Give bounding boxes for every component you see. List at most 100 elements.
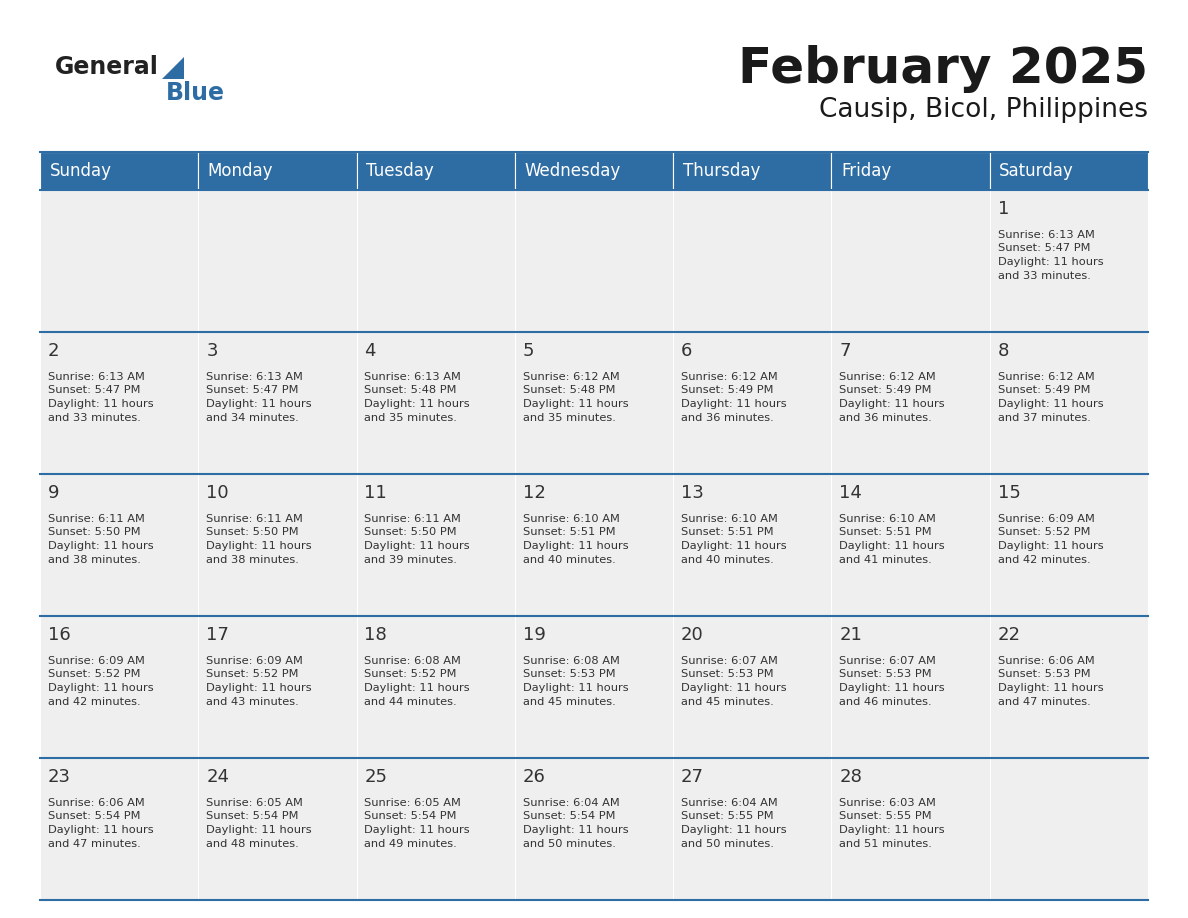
Text: 3: 3: [207, 341, 217, 360]
Bar: [674, 332, 832, 474]
Text: Sunrise: 6:12 AM
Sunset: 5:48 PM
Daylight: 11 hours
and 35 minutes.: Sunrise: 6:12 AM Sunset: 5:48 PM Dayligh…: [523, 372, 628, 422]
Text: February 2025: February 2025: [738, 45, 1148, 93]
Bar: [674, 152, 832, 190]
Text: Sunrise: 6:12 AM
Sunset: 5:49 PM
Daylight: 11 hours
and 36 minutes.: Sunrise: 6:12 AM Sunset: 5:49 PM Dayligh…: [681, 372, 786, 422]
Text: 5: 5: [523, 341, 535, 360]
Text: 6: 6: [681, 341, 693, 360]
Bar: [674, 616, 832, 758]
Text: 13: 13: [681, 484, 704, 502]
Text: 11: 11: [365, 484, 387, 502]
Text: Wednesday: Wednesday: [524, 162, 620, 180]
Bar: [514, 332, 674, 474]
Bar: [674, 758, 832, 900]
Polygon shape: [162, 57, 184, 79]
Bar: [514, 758, 674, 900]
Text: Sunrise: 6:03 AM
Sunset: 5:55 PM
Daylight: 11 hours
and 51 minutes.: Sunrise: 6:03 AM Sunset: 5:55 PM Dayligh…: [840, 798, 944, 848]
Text: Sunrise: 6:09 AM
Sunset: 5:52 PM
Daylight: 11 hours
and 43 minutes.: Sunrise: 6:09 AM Sunset: 5:52 PM Dayligh…: [207, 655, 311, 707]
Bar: [356, 332, 514, 474]
Bar: [990, 332, 1148, 474]
Bar: [990, 152, 1148, 190]
Bar: [40, 616, 198, 758]
Text: 22: 22: [998, 626, 1020, 644]
Bar: [198, 474, 356, 616]
Text: 20: 20: [681, 626, 703, 644]
Bar: [990, 758, 1148, 900]
Text: Sunrise: 6:08 AM
Sunset: 5:52 PM
Daylight: 11 hours
and 44 minutes.: Sunrise: 6:08 AM Sunset: 5:52 PM Dayligh…: [365, 655, 470, 707]
Text: Sunrise: 6:11 AM
Sunset: 5:50 PM
Daylight: 11 hours
and 39 minutes.: Sunrise: 6:11 AM Sunset: 5:50 PM Dayligh…: [365, 514, 470, 565]
Bar: [674, 474, 832, 616]
Bar: [40, 152, 198, 190]
Text: 12: 12: [523, 484, 545, 502]
Bar: [198, 758, 356, 900]
Bar: [356, 190, 514, 332]
Text: Monday: Monday: [208, 162, 273, 180]
Text: Sunrise: 6:12 AM
Sunset: 5:49 PM
Daylight: 11 hours
and 36 minutes.: Sunrise: 6:12 AM Sunset: 5:49 PM Dayligh…: [840, 372, 944, 422]
Bar: [198, 616, 356, 758]
Bar: [990, 616, 1148, 758]
Text: 28: 28: [840, 768, 862, 786]
Text: Sunrise: 6:11 AM
Sunset: 5:50 PM
Daylight: 11 hours
and 38 minutes.: Sunrise: 6:11 AM Sunset: 5:50 PM Dayligh…: [48, 514, 153, 565]
Text: Sunrise: 6:04 AM
Sunset: 5:55 PM
Daylight: 11 hours
and 50 minutes.: Sunrise: 6:04 AM Sunset: 5:55 PM Dayligh…: [681, 798, 786, 848]
Text: Sunrise: 6:09 AM
Sunset: 5:52 PM
Daylight: 11 hours
and 42 minutes.: Sunrise: 6:09 AM Sunset: 5:52 PM Dayligh…: [48, 655, 153, 707]
Text: Sunrise: 6:09 AM
Sunset: 5:52 PM
Daylight: 11 hours
and 42 minutes.: Sunrise: 6:09 AM Sunset: 5:52 PM Dayligh…: [998, 514, 1104, 565]
Bar: [514, 616, 674, 758]
Text: Blue: Blue: [166, 81, 225, 105]
Text: 26: 26: [523, 768, 545, 786]
Text: 1: 1: [998, 200, 1009, 218]
Bar: [832, 474, 990, 616]
Text: Causip, Bicol, Philippines: Causip, Bicol, Philippines: [819, 97, 1148, 123]
Text: 10: 10: [207, 484, 229, 502]
Text: Sunrise: 6:07 AM
Sunset: 5:53 PM
Daylight: 11 hours
and 46 minutes.: Sunrise: 6:07 AM Sunset: 5:53 PM Dayligh…: [840, 655, 944, 707]
Text: Sunrise: 6:12 AM
Sunset: 5:49 PM
Daylight: 11 hours
and 37 minutes.: Sunrise: 6:12 AM Sunset: 5:49 PM Dayligh…: [998, 372, 1104, 422]
Bar: [198, 152, 356, 190]
Bar: [356, 616, 514, 758]
Bar: [832, 758, 990, 900]
Bar: [514, 190, 674, 332]
Text: Sunrise: 6:11 AM
Sunset: 5:50 PM
Daylight: 11 hours
and 38 minutes.: Sunrise: 6:11 AM Sunset: 5:50 PM Dayligh…: [207, 514, 311, 565]
Text: Sunrise: 6:13 AM
Sunset: 5:47 PM
Daylight: 11 hours
and 33 minutes.: Sunrise: 6:13 AM Sunset: 5:47 PM Dayligh…: [998, 230, 1104, 281]
Bar: [198, 190, 356, 332]
Text: Saturday: Saturday: [999, 162, 1074, 180]
Text: 18: 18: [365, 626, 387, 644]
Text: 9: 9: [48, 484, 59, 502]
Text: Sunrise: 6:10 AM
Sunset: 5:51 PM
Daylight: 11 hours
and 41 minutes.: Sunrise: 6:10 AM Sunset: 5:51 PM Dayligh…: [840, 514, 944, 565]
Text: Sunrise: 6:13 AM
Sunset: 5:47 PM
Daylight: 11 hours
and 34 minutes.: Sunrise: 6:13 AM Sunset: 5:47 PM Dayligh…: [207, 372, 311, 422]
Text: Sunrise: 6:05 AM
Sunset: 5:54 PM
Daylight: 11 hours
and 48 minutes.: Sunrise: 6:05 AM Sunset: 5:54 PM Dayligh…: [207, 798, 311, 848]
Bar: [514, 152, 674, 190]
Bar: [40, 190, 198, 332]
Bar: [990, 190, 1148, 332]
Bar: [40, 474, 198, 616]
Text: 4: 4: [365, 341, 375, 360]
Text: 27: 27: [681, 768, 704, 786]
Text: 2: 2: [48, 341, 59, 360]
Text: 7: 7: [840, 341, 851, 360]
Bar: [514, 474, 674, 616]
Bar: [356, 152, 514, 190]
Text: Sunrise: 6:05 AM
Sunset: 5:54 PM
Daylight: 11 hours
and 49 minutes.: Sunrise: 6:05 AM Sunset: 5:54 PM Dayligh…: [365, 798, 470, 848]
Bar: [40, 332, 198, 474]
Text: Sunrise: 6:10 AM
Sunset: 5:51 PM
Daylight: 11 hours
and 40 minutes.: Sunrise: 6:10 AM Sunset: 5:51 PM Dayligh…: [681, 514, 786, 565]
Text: Sunrise: 6:13 AM
Sunset: 5:48 PM
Daylight: 11 hours
and 35 minutes.: Sunrise: 6:13 AM Sunset: 5:48 PM Dayligh…: [365, 372, 470, 422]
Bar: [832, 152, 990, 190]
Text: Tuesday: Tuesday: [366, 162, 434, 180]
Text: Sunrise: 6:06 AM
Sunset: 5:54 PM
Daylight: 11 hours
and 47 minutes.: Sunrise: 6:06 AM Sunset: 5:54 PM Dayligh…: [48, 798, 153, 848]
Bar: [832, 616, 990, 758]
Text: 25: 25: [365, 768, 387, 786]
Text: Sunrise: 6:06 AM
Sunset: 5:53 PM
Daylight: 11 hours
and 47 minutes.: Sunrise: 6:06 AM Sunset: 5:53 PM Dayligh…: [998, 655, 1104, 707]
Text: Sunrise: 6:08 AM
Sunset: 5:53 PM
Daylight: 11 hours
and 45 minutes.: Sunrise: 6:08 AM Sunset: 5:53 PM Dayligh…: [523, 655, 628, 707]
Bar: [356, 758, 514, 900]
Text: Friday: Friday: [841, 162, 891, 180]
Bar: [832, 190, 990, 332]
Text: Sunrise: 6:13 AM
Sunset: 5:47 PM
Daylight: 11 hours
and 33 minutes.: Sunrise: 6:13 AM Sunset: 5:47 PM Dayligh…: [48, 372, 153, 422]
Bar: [832, 332, 990, 474]
Text: 19: 19: [523, 626, 545, 644]
Text: 8: 8: [998, 341, 1009, 360]
Text: 21: 21: [840, 626, 862, 644]
Text: 16: 16: [48, 626, 70, 644]
Text: 17: 17: [207, 626, 229, 644]
Bar: [356, 474, 514, 616]
Text: Sunrise: 6:04 AM
Sunset: 5:54 PM
Daylight: 11 hours
and 50 minutes.: Sunrise: 6:04 AM Sunset: 5:54 PM Dayligh…: [523, 798, 628, 848]
Text: 24: 24: [207, 768, 229, 786]
Text: Thursday: Thursday: [683, 162, 760, 180]
Text: 14: 14: [840, 484, 862, 502]
